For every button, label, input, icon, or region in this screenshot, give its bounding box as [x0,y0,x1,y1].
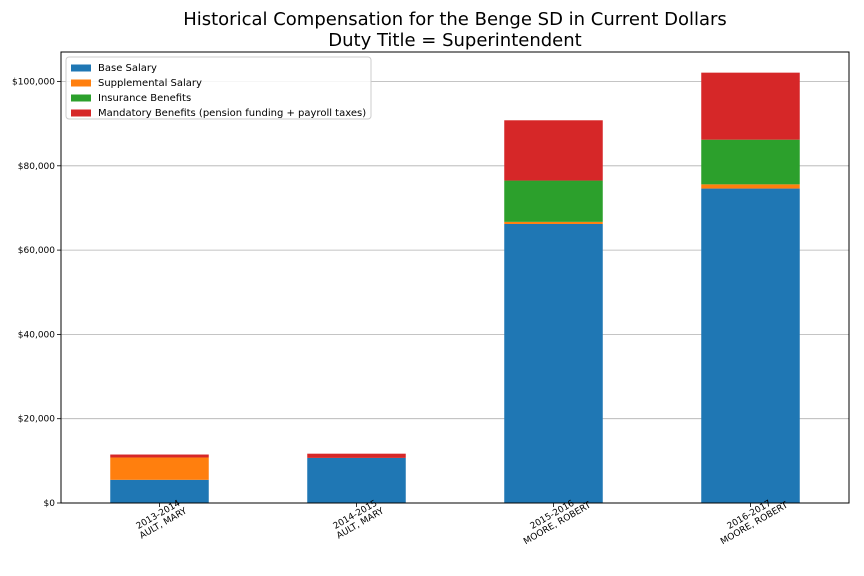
bar-segment [701,184,800,189]
bar-segment [701,188,800,503]
legend-label: Supplemental Salary [98,78,202,89]
y-tick-label: $0 [44,499,56,509]
bar-segment [307,457,406,503]
y-tick-label: $100,000 [12,78,55,88]
legend-label: Insurance Benefits [98,93,191,104]
y-tick-label: $60,000 [18,246,55,256]
bar-segment [307,453,406,458]
y-axis: $0 $20,000 $40,000 $60,000 $80,000 $100,000 [12,78,61,509]
bar-segment [110,457,209,480]
chart-subtitle: Duty Title = Superintendent [328,30,581,51]
legend-swatch [71,79,91,87]
y-tick-label: $20,000 [18,415,55,425]
legend-swatch [71,94,91,102]
legend-box [65,56,372,120]
legend: Base Salary Supplemental Salary Insurance … [65,56,372,120]
y-tick-label: $40,000 [18,330,55,340]
legend-swatch [71,109,91,117]
bar-segment [701,72,800,140]
legend-label: Mandatory Benefits (pension funding + pa… [98,108,366,119]
bar-segment [110,479,209,503]
legend-label: Base Salary [98,63,157,74]
bar-segment [110,454,209,458]
y-tick-label: $80,000 [18,162,55,172]
bar-segment [504,223,603,503]
bar-segment [504,120,603,181]
bars [110,72,800,503]
plot-frame [60,51,850,504]
bar-segment [504,221,603,224]
bar-segment [504,180,603,222]
bar-segment [701,139,800,185]
legend-swatch [71,64,91,72]
chart-title: Historical Compensation for the Benge SD… [183,9,727,30]
